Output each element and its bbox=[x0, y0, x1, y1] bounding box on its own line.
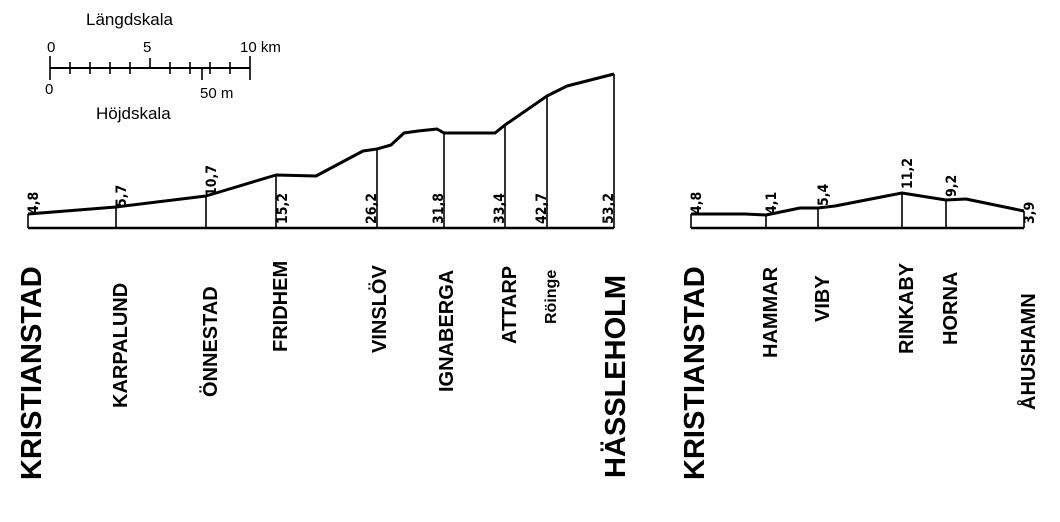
elev-label: 11,2 bbox=[900, 158, 916, 189]
elev-label: 9,2 bbox=[944, 175, 960, 197]
station-name: KRISTIANSTAD bbox=[679, 266, 711, 480]
station-name: Röinge bbox=[543, 270, 560, 324]
elev-label: 5,7 bbox=[114, 185, 130, 207]
scale-legend: Längdskala 0 5 10 km 0 50 m Höjdskala bbox=[45, 10, 281, 123]
station-name: ATTARP bbox=[499, 266, 521, 344]
station-name: VINSLÖV bbox=[368, 265, 391, 353]
right-profile: 4,8 4,1 5,4 11,2 9,2 3,9 KRISTIANSTAD HA… bbox=[679, 158, 1040, 480]
station-name: VIBY bbox=[812, 275, 834, 322]
km-label: 33,4 bbox=[492, 193, 508, 224]
station-name: ÅHUSHAMN bbox=[1016, 293, 1040, 410]
elev-label: 5,4 bbox=[816, 183, 832, 206]
station-name: KRISTIANSTAD bbox=[16, 266, 48, 480]
elev-label: 4,1 bbox=[764, 192, 780, 214]
elev-label: 3,9 bbox=[1022, 202, 1038, 224]
height-tick-0: 0 bbox=[45, 81, 53, 98]
length-tick-5: 5 bbox=[143, 39, 151, 56]
km-label: 53,2 bbox=[601, 193, 617, 224]
station-name: ÖNNESTAD bbox=[199, 286, 222, 397]
right-elevation-profile bbox=[691, 191, 1025, 217]
length-tick-0: 0 bbox=[47, 39, 55, 56]
elev-label: 4,8 bbox=[689, 192, 705, 214]
station-name: HORNA bbox=[940, 272, 962, 345]
left-elevation-profile bbox=[27, 72, 615, 216]
km-label: 26,2 bbox=[364, 193, 380, 224]
km-label: 31,8 bbox=[431, 193, 447, 224]
km-label: 15,2 bbox=[275, 193, 291, 224]
station-name: HÄSSLEHOLM bbox=[599, 275, 632, 478]
station-name: KARPALUND bbox=[110, 283, 132, 408]
length-scale-title: Längdskala bbox=[86, 10, 174, 29]
km-label: 42,7 bbox=[534, 193, 550, 224]
station-name: FRIDHEM bbox=[270, 261, 292, 352]
scale-bar bbox=[49, 56, 251, 80]
elev-label: 4,8 bbox=[26, 192, 42, 214]
station-name: IGNABERGA bbox=[436, 270, 458, 392]
station-name: RINKABY bbox=[896, 262, 918, 354]
length-tick-10: 10 km bbox=[240, 39, 281, 56]
elev-label: 10,7 bbox=[204, 165, 220, 196]
left-profile: 4,8 5,7 10,7 15,2 26,2 31,8 33,4 42,7 53… bbox=[16, 72, 632, 480]
height-scale-title: Höjdskala bbox=[96, 104, 171, 123]
height-tick-50: 50 m bbox=[200, 85, 233, 102]
station-name: HAMMAR bbox=[760, 266, 782, 358]
